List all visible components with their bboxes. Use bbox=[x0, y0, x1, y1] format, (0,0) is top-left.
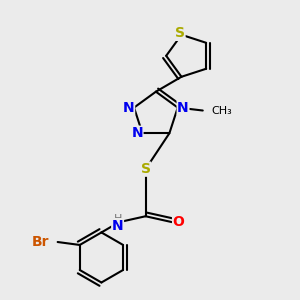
Text: H: H bbox=[113, 214, 122, 224]
Text: N: N bbox=[112, 219, 123, 233]
Text: O: O bbox=[172, 215, 184, 229]
Text: N: N bbox=[131, 126, 143, 140]
Text: Br: Br bbox=[32, 235, 50, 249]
Text: S: S bbox=[175, 26, 185, 40]
Text: CH₃: CH₃ bbox=[212, 106, 232, 116]
Text: N: N bbox=[123, 100, 135, 115]
Text: S: S bbox=[141, 162, 151, 176]
Text: N: N bbox=[177, 100, 189, 115]
